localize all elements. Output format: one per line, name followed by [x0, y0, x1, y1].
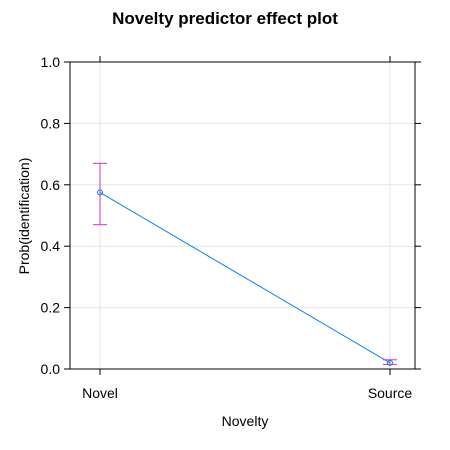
- y-tick-label: 0.0: [41, 361, 61, 377]
- axes: 0.0 0.2 0.4 0.6 0.8 1.0 Novel Source: [41, 54, 421, 401]
- x-tick-label: Novel: [82, 385, 118, 401]
- data-point: [387, 359, 393, 366]
- y-tick-label: 0.8: [41, 115, 61, 131]
- plot-frame: [69, 61, 416, 370]
- y-tick-label: 0.4: [41, 238, 61, 254]
- x-tick-label: Source: [368, 385, 413, 401]
- chart-title: Novelty predictor effect plot: [112, 9, 338, 28]
- y-tick-label: 0.2: [41, 300, 61, 316]
- x-axis-label: Novelty: [222, 413, 269, 429]
- y-tick-label: 0.6: [41, 177, 61, 193]
- grid: [70, 61, 415, 370]
- y-axis-label: Prob(identification): [16, 158, 32, 275]
- data-point: [97, 189, 103, 196]
- y-tick-label: 1.0: [41, 54, 61, 70]
- plot-marks: [93, 162, 397, 366]
- effect-line: [99, 192, 391, 364]
